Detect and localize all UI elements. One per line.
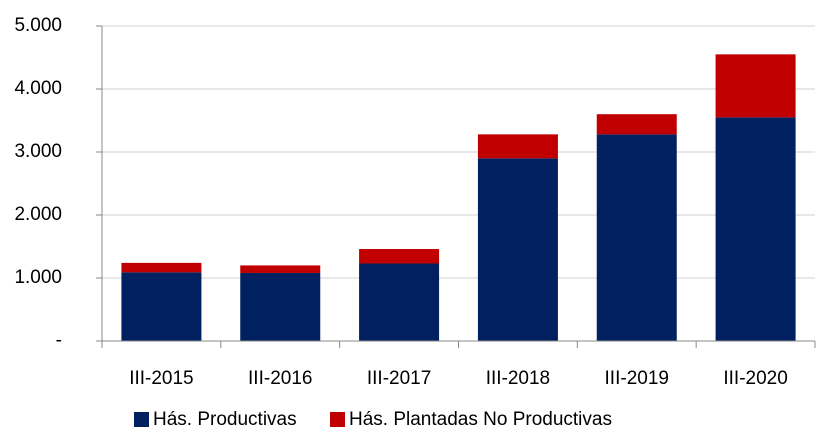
x-tick-label: III-2016 — [248, 368, 312, 389]
y-tick-label: 1.000 — [14, 267, 62, 288]
y-tick-label: 2.000 — [14, 204, 62, 225]
y-tick-label: 5.000 — [14, 15, 62, 36]
bar-segment — [121, 262, 202, 273]
bar-segment — [715, 117, 796, 341]
x-tick-label: III-2017 — [367, 368, 431, 389]
bar-segment — [240, 265, 321, 273]
bar-segment — [477, 134, 558, 159]
x-tick-label: III-2015 — [129, 368, 193, 389]
y-tick-label: - — [56, 330, 62, 351]
x-tick-label: III-2020 — [723, 368, 787, 389]
legend-label: Hás. Plantadas No Productivas — [349, 409, 612, 430]
y-tick-label: 3.000 — [14, 141, 62, 162]
bars — [121, 54, 796, 341]
bar-segment — [121, 272, 202, 341]
bar-segment — [359, 263, 440, 341]
x-tick-label: III-2018 — [486, 368, 550, 389]
grid — [102, 25, 815, 342]
bar-segment — [715, 54, 796, 118]
bar-segment — [359, 249, 440, 264]
bar-segment — [240, 272, 321, 341]
y-tick-label: 4.000 — [14, 78, 62, 99]
legend-swatch — [330, 412, 345, 427]
x-tick-label: III-2019 — [605, 368, 669, 389]
bar-segment — [596, 114, 677, 135]
bar-segment — [477, 158, 558, 341]
legend-label: Hás. Productivas — [153, 409, 297, 430]
bar-segment — [596, 134, 677, 341]
legend-swatch — [134, 412, 149, 427]
